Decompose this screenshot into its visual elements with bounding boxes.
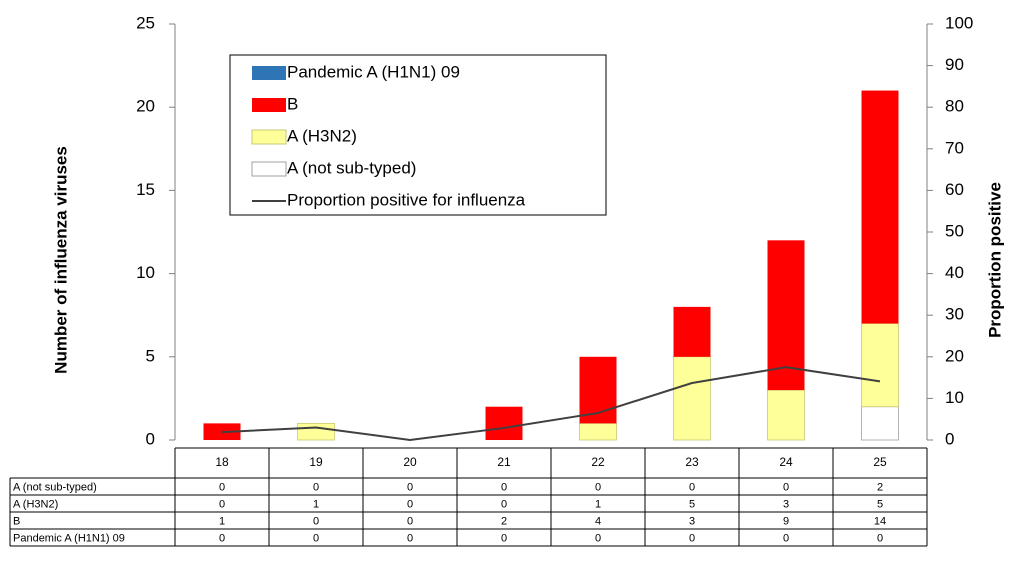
table-header: 24 bbox=[779, 455, 793, 469]
table-header: 21 bbox=[497, 455, 511, 469]
table-cell: 3 bbox=[689, 515, 695, 527]
y-tick-label: 20 bbox=[136, 97, 155, 116]
table-row-label: A (H3N2) bbox=[13, 498, 58, 510]
table-cell: 1 bbox=[313, 498, 319, 510]
legend-label: B bbox=[287, 94, 298, 113]
table-cell: 0 bbox=[313, 515, 319, 527]
y2-tick-label: 80 bbox=[945, 97, 964, 116]
table-header: 19 bbox=[309, 455, 323, 469]
table-cell: 0 bbox=[595, 481, 601, 493]
legend-label: A (not sub-typed) bbox=[287, 158, 416, 177]
table-cell: 0 bbox=[783, 532, 789, 544]
bar bbox=[673, 356, 711, 441]
bar bbox=[861, 406, 899, 441]
legend-label: A (H3N2) bbox=[287, 126, 357, 145]
legend-swatch bbox=[252, 66, 286, 80]
table-cell: 14 bbox=[874, 515, 886, 527]
bar bbox=[485, 406, 523, 440]
bar bbox=[673, 306, 711, 357]
bar bbox=[579, 422, 617, 441]
table-cell: 0 bbox=[313, 532, 319, 544]
line bbox=[221, 366, 881, 442]
table-header: 23 bbox=[685, 455, 699, 469]
legend-label: Pandemic A (H1N1) 09 bbox=[287, 62, 460, 81]
y2-axis-title: Proportion positive bbox=[985, 182, 1004, 338]
table-cell: 0 bbox=[595, 532, 601, 544]
y-tick-label: 15 bbox=[136, 180, 155, 199]
y2-tick-label: 0 bbox=[945, 429, 954, 448]
table-cell: 0 bbox=[689, 481, 695, 493]
table-cell: 0 bbox=[219, 481, 225, 493]
table-cell: 0 bbox=[501, 498, 507, 510]
table-cell: 0 bbox=[219, 532, 225, 544]
legend-swatch bbox=[251, 161, 287, 177]
y2-tick-label: 20 bbox=[945, 346, 964, 365]
y-tick-label: 0 bbox=[146, 429, 155, 448]
table-row-label: Pandemic A (H1N1) 09 bbox=[13, 532, 125, 544]
y2-tick-label: 50 bbox=[945, 221, 964, 240]
bar bbox=[861, 323, 899, 408]
table-cell: 0 bbox=[783, 481, 789, 493]
table-cell: 2 bbox=[501, 515, 507, 527]
legend-box bbox=[229, 54, 607, 216]
table-cell: 5 bbox=[877, 498, 883, 510]
y2-tick-label: 90 bbox=[945, 55, 964, 74]
table-cell: 0 bbox=[877, 532, 883, 544]
y2-tick-label: 10 bbox=[945, 388, 964, 407]
bar bbox=[767, 240, 805, 391]
legend-swatch bbox=[251, 129, 287, 145]
y2-tick-label: 40 bbox=[945, 263, 964, 282]
table-cell: 4 bbox=[595, 515, 601, 527]
table-cell: 5 bbox=[689, 498, 695, 510]
table-cell: 3 bbox=[783, 498, 789, 510]
bar bbox=[297, 422, 335, 441]
table-header: 18 bbox=[215, 455, 229, 469]
bar bbox=[861, 90, 899, 324]
table-cell: 0 bbox=[689, 532, 695, 544]
table-cell: 0 bbox=[313, 481, 319, 493]
table-header: 22 bbox=[591, 455, 605, 469]
legend-label: Proportion positive for influenza bbox=[287, 190, 526, 209]
y-tick-label: 5 bbox=[146, 346, 155, 365]
y2-tick-label: 70 bbox=[945, 138, 964, 157]
bar bbox=[767, 389, 805, 441]
table-header: 20 bbox=[403, 455, 417, 469]
y-tick-label: 25 bbox=[136, 13, 155, 32]
legend-swatch bbox=[252, 98, 286, 112]
table-cell: 0 bbox=[219, 498, 225, 510]
y2-tick-label: 60 bbox=[945, 180, 964, 199]
table-header: 25 bbox=[873, 455, 887, 469]
table-cell: 1 bbox=[595, 498, 601, 510]
y2-tick-label: 100 bbox=[945, 13, 973, 32]
table-row-label: B bbox=[13, 515, 20, 527]
table-cell: 0 bbox=[407, 481, 413, 493]
y-axis-title: Number of influenza viruses bbox=[51, 146, 70, 374]
table-cell: 1 bbox=[219, 515, 225, 527]
table-cell: 9 bbox=[783, 515, 789, 527]
table-cell: 0 bbox=[407, 498, 413, 510]
table-cell: 0 bbox=[501, 532, 507, 544]
table-cell: 2 bbox=[877, 481, 883, 493]
y2-tick-label: 30 bbox=[945, 305, 964, 324]
table-cell: 0 bbox=[501, 481, 507, 493]
table-cell: 0 bbox=[407, 532, 413, 544]
table-row-label: A (not sub-typed) bbox=[13, 481, 97, 493]
y-tick-label: 10 bbox=[136, 263, 155, 282]
table-cell: 0 bbox=[407, 515, 413, 527]
